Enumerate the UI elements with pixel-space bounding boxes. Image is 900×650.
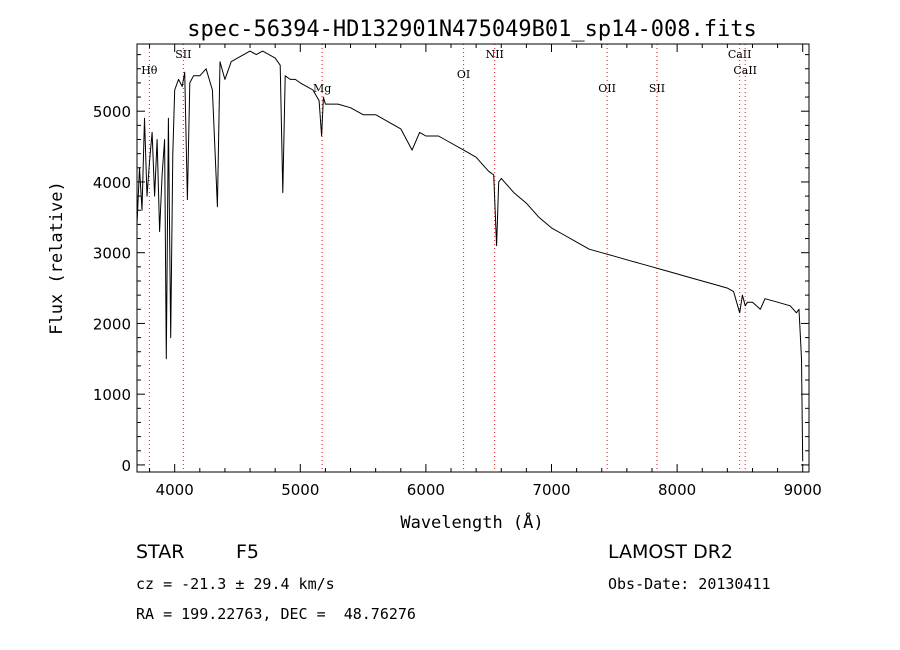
marker-label-2: Mg (313, 82, 331, 95)
y-tick-label-4: 4000 (93, 174, 131, 192)
survey-name: LAMOST DR2 (608, 541, 733, 563)
y-tick-label-3: 3000 (93, 245, 131, 263)
y-tick-label-2: 2000 (93, 315, 131, 333)
x-tick-label-5: 9000 (784, 481, 822, 499)
x-tick-label-1: 5000 (281, 481, 319, 499)
marker-label-6: SII (649, 82, 665, 95)
x-tick-label-2: 6000 (407, 481, 445, 499)
redshift-value: cz = -21.3 ± 29.4 km/s (136, 575, 335, 593)
plot-frame (136, 43, 810, 473)
marker-label-8: CaII (733, 64, 757, 77)
series-layer (136, 50, 804, 462)
marker-label-1: SII (175, 48, 191, 61)
y-axis-label: Flux (relative) (47, 181, 67, 335)
object-class: STAR (136, 541, 185, 563)
coordinates: RA = 199.22763, DEC = 48.76276 (136, 605, 416, 623)
y-axis: 0 1000 2000 3000 4000 5000 (93, 54, 809, 475)
x-tick-label-4: 8000 (658, 481, 696, 499)
marker-label-4: NII (486, 48, 504, 61)
x-axis: 4000 5000 6000 7000 8000 9000 (149, 44, 822, 499)
x-axis-label: Wavelength (Å) (400, 511, 543, 533)
y-tick-label-1: 1000 (93, 386, 131, 404)
x-tick-label-0: 4000 (156, 481, 194, 499)
observation-date: Obs-Date: 20130411 (608, 575, 771, 593)
chart-title: spec-56394-HD132901N475049B01_sp14-008.f… (187, 17, 757, 42)
line-markers: Hθ SII Mg OI NII OII SII CaII CaII (141, 44, 757, 472)
marker-label-3: OI (457, 68, 470, 81)
marker-label-7: CaII (728, 48, 752, 61)
marker-label-5: OII (598, 82, 616, 95)
y-tick-label-5: 5000 (93, 103, 131, 121)
marker-label-0: Hθ (141, 64, 158, 77)
y-tick-label-0: 0 (121, 457, 131, 475)
x-tick-label-3: 7000 (532, 481, 570, 499)
spectral-subclass: F5 (236, 541, 260, 563)
spectrum-line (136, 50, 804, 462)
